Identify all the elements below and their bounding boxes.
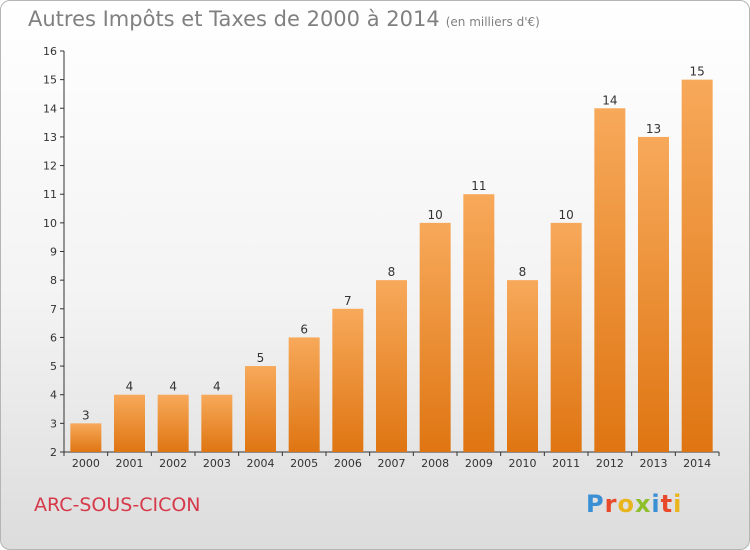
y-tick-label: 10 [43, 217, 57, 230]
logo-letter: t [660, 490, 674, 518]
y-tick-label: 14 [43, 102, 57, 115]
logo-letter: P [586, 490, 605, 518]
y-tick-label: 16 [43, 45, 57, 58]
x-tick-label: 2010 [509, 457, 537, 470]
value-label: 10 [428, 208, 443, 222]
x-tick-label: 2014 [683, 457, 711, 470]
y-tick-label: 11 [43, 188, 57, 201]
x-tick-label: 2004 [247, 457, 275, 470]
logo-letter: r [604, 490, 618, 518]
logo-letter: x [634, 490, 652, 518]
chart-title-text: Autres Impôts et Taxes de 2000 à 2014 [28, 7, 440, 31]
value-label: 4 [213, 380, 221, 394]
logo-letter: i [673, 490, 683, 518]
x-tick-label: 2003 [203, 457, 231, 470]
y-tick-label: 3 [50, 417, 57, 430]
commune-name: ARC-SOUS-CICON [34, 494, 201, 516]
y-tick-label: 12 [43, 160, 57, 173]
bar-2008 [419, 222, 451, 452]
value-label: 13 [646, 122, 661, 136]
y-axis: 2 3 4 5 6 7 8 9 10 11 12 13 14 15 16 [43, 45, 65, 459]
value-label: 4 [169, 380, 177, 394]
x-tick-label: 2000 [72, 457, 100, 470]
bar-2004 [245, 366, 276, 452]
bar-2014 [681, 79, 713, 453]
bar-2010 [507, 280, 538, 452]
bars [70, 79, 713, 453]
bar-2002 [157, 394, 189, 452]
x-tick-label: 2009 [465, 457, 493, 470]
value-label: 5 [257, 351, 265, 365]
x-tick-label: 2008 [421, 457, 449, 470]
bar-2000 [70, 423, 102, 452]
y-tick-label: 9 [50, 246, 57, 259]
bar-2009 [463, 194, 495, 452]
bar-2005 [288, 337, 320, 452]
value-label: 6 [300, 322, 308, 336]
y-tick-label: 6 [50, 331, 57, 344]
x-tick-label: 2001 [116, 457, 144, 470]
logo-letter: o [617, 490, 635, 518]
bar-2003 [201, 394, 233, 452]
y-tick-label: 7 [50, 303, 57, 316]
bar-2011 [550, 222, 582, 452]
y-tick-label: 2 [50, 446, 57, 459]
y-tick-label: 8 [50, 274, 57, 287]
value-labels: 3 4 4 4 5 6 7 8 10 11 8 10 14 13 15 [82, 65, 705, 423]
bar-2001 [114, 394, 145, 452]
x-tick-label: 2007 [378, 457, 406, 470]
value-label: 11 [471, 179, 486, 193]
value-label: 10 [559, 208, 574, 222]
x-tick-label: 2005 [290, 457, 318, 470]
value-label: 14 [602, 93, 617, 107]
x-axis: 2000 2001 2002 2003 2004 2005 2006 2007 2008 2009… [63, 451, 720, 470]
logo-letter: i [651, 490, 661, 518]
value-label: 15 [690, 65, 705, 79]
value-label: 3 [82, 408, 90, 422]
value-label: 8 [388, 265, 396, 279]
value-label: 4 [126, 380, 134, 394]
x-tick-label: 2011 [552, 457, 580, 470]
bar-2006 [332, 308, 364, 452]
x-tick-label: 2013 [640, 457, 668, 470]
x-tick-label: 2006 [334, 457, 362, 470]
chart-title: Autres Impôts et Taxes de 2000 à 2014 (en… [28, 7, 540, 31]
bar-2012 [594, 108, 626, 453]
x-tick-label: 2002 [159, 457, 187, 470]
bar-2007 [376, 280, 407, 452]
chart-unit-label: (en milliers d'€) [445, 15, 540, 29]
y-tick-label: 5 [50, 360, 57, 373]
y-tick-label: 4 [50, 389, 57, 402]
y-tick-label: 15 [43, 74, 57, 87]
x-tick-label: 2012 [596, 457, 624, 470]
value-label: 7 [344, 294, 352, 308]
y-tick-label: 13 [43, 131, 57, 144]
value-label: 8 [519, 265, 527, 279]
bar-2013 [638, 136, 669, 452]
proxiti-logo: Proxiti [586, 490, 682, 518]
